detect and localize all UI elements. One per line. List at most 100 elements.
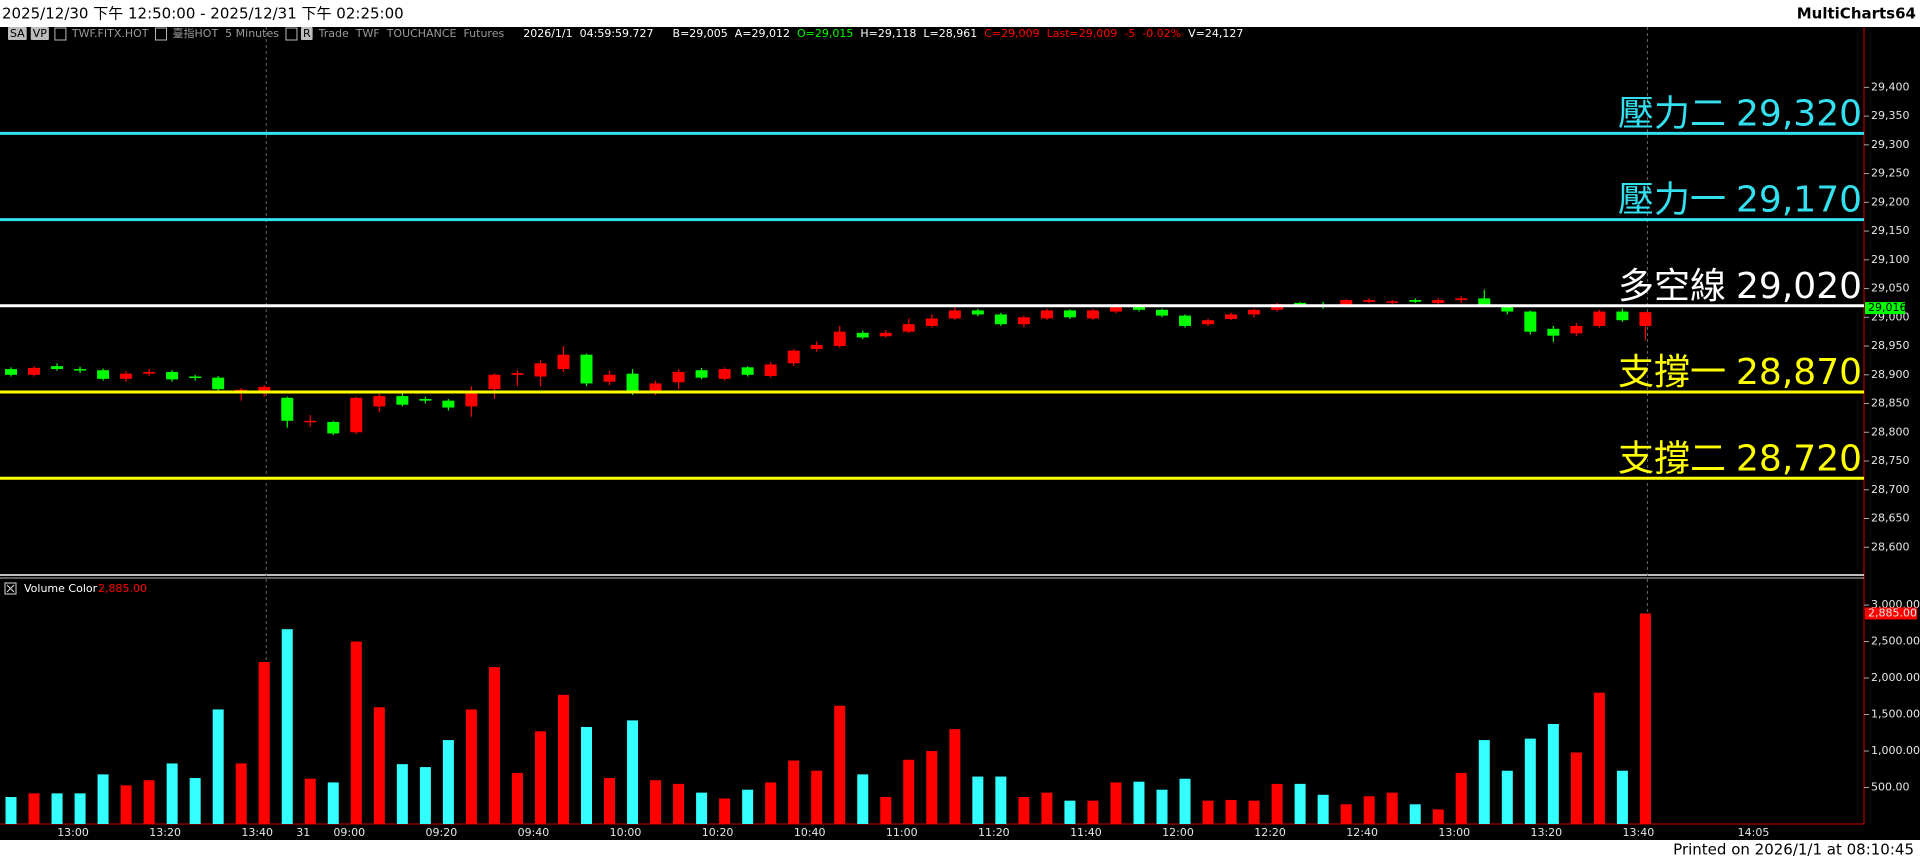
- x-tick-label: 09:20: [426, 826, 458, 839]
- candle-body: [304, 420, 317, 423]
- volume-bar: [74, 793, 86, 824]
- volume-bar: [419, 767, 431, 824]
- candle-body: [672, 371, 685, 383]
- y-tick-label: 29,400: [1871, 80, 1910, 93]
- dropdown[interactable]: [54, 27, 67, 41]
- candle-body: [741, 367, 754, 375]
- y-tick-label: 28,900: [1871, 368, 1910, 381]
- volume-bar: [995, 776, 1007, 824]
- volume-bar: [765, 782, 777, 824]
- header-button[interactable]: [300, 27, 313, 40]
- x-tick-label: 13:20: [149, 826, 181, 839]
- volume-bar: [1386, 792, 1398, 824]
- header-item: L=28,961: [923, 27, 977, 40]
- candle-body: [994, 314, 1007, 325]
- candle-body: [1248, 309, 1261, 315]
- volume-bar: [327, 782, 339, 824]
- level-name: 壓力二: [1618, 93, 1726, 134]
- volume-bar: [1248, 800, 1260, 824]
- candle-body: [74, 369, 87, 371]
- volume-bar: [1018, 797, 1030, 824]
- y-tick-label: 29,200: [1871, 195, 1910, 208]
- header-item: V=24,127: [1188, 27, 1243, 40]
- x-tick-label: 11:40: [1070, 826, 1102, 839]
- volume-bar: [281, 629, 293, 824]
- volume-checkbox[interactable]: [4, 582, 17, 595]
- x-tick-label: 13:40: [241, 826, 273, 839]
- level-name: 支撐一: [1618, 352, 1726, 393]
- dropdown[interactable]: [155, 27, 168, 41]
- candle-body: [1386, 301, 1399, 303]
- candle-body: [764, 364, 777, 376]
- candle-body: [1294, 302, 1307, 305]
- candle-body: [626, 373, 639, 393]
- volume-bar: [742, 789, 754, 824]
- y-tick-label: 500.00: [1871, 781, 1910, 794]
- y-tick-label: 28,600: [1871, 540, 1910, 553]
- candle-body: [534, 363, 547, 377]
- level-name: 支撐二: [1618, 438, 1726, 479]
- candle-body: [373, 396, 386, 407]
- volume-bar: [857, 774, 869, 824]
- volume-bar: [1340, 804, 1352, 824]
- level-value: 29,170: [1736, 180, 1862, 221]
- volume-bar: [28, 793, 40, 824]
- app-name: MultiCharts64: [1797, 5, 1916, 23]
- volume-bar: [212, 709, 224, 824]
- header-item: O=29,015: [797, 27, 853, 40]
- volume-bar: [557, 694, 569, 824]
- volume-bar: [972, 776, 984, 824]
- candle-body: [1570, 325, 1583, 334]
- volume-bar: [1271, 783, 1283, 824]
- header-item: 2026/1/1: [523, 27, 572, 40]
- volume-bar: [673, 783, 685, 824]
- volume-bar: [5, 797, 17, 824]
- candle-body: [1409, 300, 1422, 302]
- candle-body: [1501, 305, 1514, 312]
- volume-legend-value: 2,885.00: [98, 582, 147, 595]
- candle-body: [1340, 300, 1353, 306]
- y-tick-label: 28,650: [1871, 512, 1910, 525]
- volume-bar: [880, 797, 892, 824]
- volume-bar: [604, 778, 616, 824]
- level-label: 多空線 29,020: [1618, 266, 1862, 307]
- candle-body: [1478, 298, 1491, 306]
- header-button[interactable]: [8, 27, 27, 40]
- y-tick-label: 29,150: [1871, 224, 1910, 237]
- y-tick-label: 28,850: [1871, 397, 1910, 410]
- volume-bar: [1133, 781, 1145, 824]
- volume-bar: [396, 764, 408, 824]
- checkbox-cross: [6, 584, 15, 593]
- candle-body: [97, 370, 110, 379]
- y-tick-label: 28,950: [1871, 339, 1910, 352]
- volume-bar: [1639, 613, 1651, 824]
- header-button[interactable]: [30, 27, 49, 40]
- volume-bar: [166, 763, 178, 824]
- candle-body: [143, 371, 156, 374]
- volume-bar: [1409, 804, 1421, 824]
- header-item: 04:59:59.727: [580, 27, 654, 40]
- y-tick-label: 29,250: [1871, 167, 1910, 180]
- candle-body: [925, 318, 938, 326]
- level-label: 壓力一 29,170: [1618, 180, 1862, 221]
- candle-body: [580, 354, 593, 384]
- x-tick-label: 12:20: [1254, 826, 1286, 839]
- volume-bar: [51, 793, 63, 824]
- candle-body: [396, 396, 409, 405]
- volume-bar: [488, 667, 500, 824]
- x-tick-label: 13:00: [1438, 826, 1470, 839]
- volume-bar: [511, 772, 523, 824]
- volume-bar: [1110, 782, 1122, 824]
- volume-bar: [442, 740, 454, 824]
- candle-body: [327, 421, 340, 434]
- volume-bar: [627, 720, 639, 824]
- volume-bar: [719, 798, 731, 824]
- candle-body: [1225, 314, 1238, 320]
- dropdown[interactable]: [285, 27, 298, 41]
- x-tick-label: 12:00: [1162, 826, 1194, 839]
- header-item: SA: [10, 27, 25, 40]
- candle-body: [1156, 309, 1168, 316]
- x-tick-label: 10:40: [794, 826, 826, 839]
- candle-body: [28, 367, 41, 375]
